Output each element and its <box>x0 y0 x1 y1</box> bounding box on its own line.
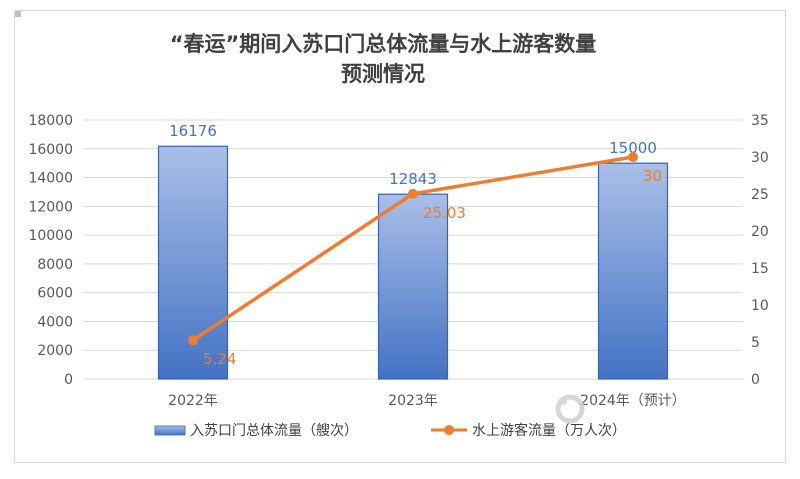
category-label: 2024年（预计） <box>580 393 686 409</box>
legend-line-marker <box>444 425 454 435</box>
legend-bar-label: 入苏口门总体流量（艘次） <box>190 423 358 439</box>
bar <box>377 193 449 380</box>
left-tick-label: 6000 <box>37 286 73 302</box>
bar-series: 16176 12843 15000 <box>157 122 669 380</box>
legend-line-label: 水上游客流量（万人次） <box>472 422 626 439</box>
right-tick-label: 30 <box>751 150 769 166</box>
left-tick-label: 18000 <box>28 113 73 129</box>
right-tick-label: 25 <box>751 187 769 203</box>
chart-canvas: “春运”期间入苏口门总体流量与水上游客数量 预测情况 0 2000 4000 6000… <box>28 32 769 439</box>
watermark <box>555 394 585 424</box>
bar-data-label: 12843 <box>389 170 437 188</box>
lizhi-logo-icon <box>555 394 585 424</box>
left-tick-label: 12000 <box>28 199 73 215</box>
right-tick-label: 35 <box>751 113 769 129</box>
right-tick-label: 20 <box>751 224 769 240</box>
line-point <box>188 335 198 346</box>
line-data-label: 5.24 <box>203 350 236 368</box>
left-tick-label: 4000 <box>37 314 73 330</box>
chart-frame: “春运”期间入苏口门总体流量与水上游客数量 预测情况 0 2000 4000 6000… <box>14 10 786 463</box>
chart-title-line2: 预测情况 <box>341 62 425 86</box>
right-tick-label: 0 <box>751 372 760 388</box>
legend: 入苏口门总体流量（艘次） 水上游客流量（万人次） <box>154 422 626 439</box>
left-tick-label: 14000 <box>28 171 73 187</box>
x-axis-categories: 2022年 2023年 2024年（预计） <box>168 393 686 409</box>
right-tick-label: 5 <box>751 335 760 351</box>
left-y-axis: 0 2000 4000 6000 8000 10000 12000 14000 16000 180… <box>28 113 73 388</box>
line-data-label: 30 <box>643 167 662 185</box>
corner-mark <box>15 11 21 17</box>
legend-bar-swatch <box>154 425 186 436</box>
right-y-axis: 0 5 10 15 20 25 30 35 <box>751 113 769 388</box>
chart-title-line1: “春运”期间入苏口门总体流量与水上游客数量 <box>170 32 597 56</box>
bar <box>597 162 669 380</box>
left-tick-label: 0 <box>64 372 73 388</box>
left-tick-label: 10000 <box>28 228 73 244</box>
line-series: 5.24 25.03 30 <box>188 152 662 368</box>
line-data-label: 25.03 <box>423 204 466 222</box>
left-tick-label: 2000 <box>37 343 73 359</box>
line-point <box>408 188 418 199</box>
bar-data-label: 15000 <box>609 139 657 157</box>
right-tick-label: 10 <box>751 298 769 314</box>
category-label: 2023年 <box>388 393 438 409</box>
left-tick-label: 8000 <box>37 257 73 273</box>
bar-data-label: 16176 <box>169 122 217 140</box>
right-tick-label: 15 <box>751 261 769 277</box>
category-label: 2022年 <box>168 393 218 409</box>
left-tick-label: 16000 <box>28 142 73 158</box>
line-point <box>628 152 638 162</box>
